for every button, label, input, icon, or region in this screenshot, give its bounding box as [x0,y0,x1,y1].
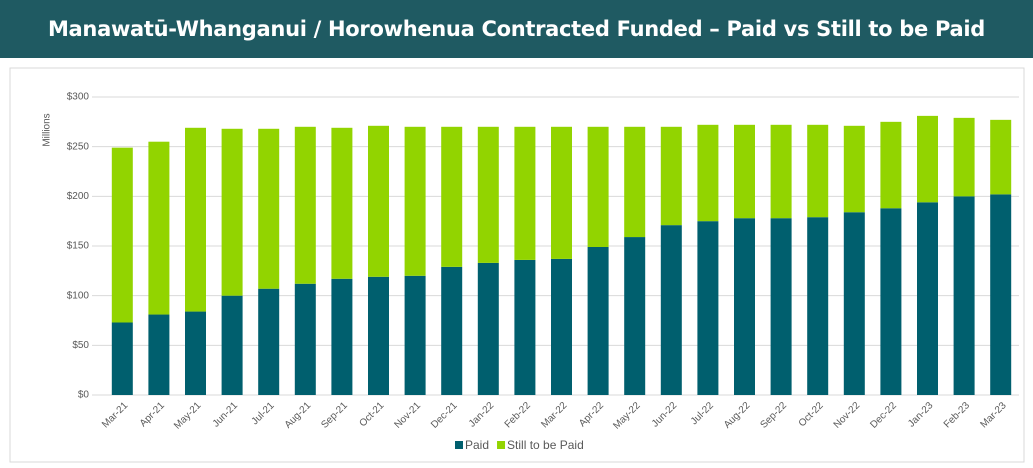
y-tick-label: $200 [67,191,90,202]
bar-segment [221,295,243,395]
header: Manawatū-Whanganui / Horowhenua Contract… [0,0,1033,58]
x-tick-label: May-22 [611,400,643,432]
x-tick-label: Nov-22 [832,400,863,431]
bar-segment [294,126,316,284]
bar-segment [551,126,572,259]
bar-segment [917,115,938,203]
bar-segment [697,221,719,395]
x-tick-label: Mar-23 [979,400,1009,430]
bar-segment [917,202,938,395]
x-tick-label: Mar-21 [100,400,130,430]
bar-segment [185,127,206,312]
bar-segment [111,322,133,395]
bar-segment [880,208,902,395]
legend-swatch [497,441,506,449]
y-axis-label: Millions [42,113,53,146]
x-tick-label: Dec-21 [429,400,460,431]
x-tick-label: Jul-22 [689,400,716,427]
x-tick-label: Feb-22 [503,400,533,430]
bar-segment [258,128,280,289]
bar-segment [770,124,792,219]
bar-segment [221,128,243,296]
bar-segment [697,124,719,222]
chart-border [9,67,1025,463]
x-tick-label: Aug-22 [722,400,753,431]
bar-segment [368,276,389,395]
bar-segment [990,194,1012,395]
bar-segment [734,218,755,395]
bar-segment [258,288,280,395]
bar-segment [587,126,609,247]
bar-segment [148,314,170,395]
y-tick-label: $300 [67,92,90,103]
x-tick-label: Sep-22 [759,400,790,431]
bar-segment [404,126,426,276]
bar-segment [185,311,206,395]
x-tick-label: Oct-22 [797,400,826,429]
bar-segment [953,117,975,197]
bar-segment [477,126,499,263]
chart-title: Manawatū-Whanganui / Horowhenua Contract… [47,17,986,41]
bar-segment [624,126,646,238]
bar-segment [514,259,536,395]
x-tick-label: Mar-22 [539,400,569,430]
x-tick-label: Jan-23 [906,400,936,430]
x-tick-label: Jul-21 [250,400,277,427]
bar-segment [807,217,829,395]
x-tick-label: Oct-21 [357,400,386,429]
bar-segment [514,126,536,260]
y-tick-label: $250 [67,141,90,152]
bar-segment [368,125,389,277]
bar-segment [953,196,975,395]
bar-segment [441,266,463,395]
bar-segment [843,125,865,213]
bar-segment [477,262,499,395]
y-tick-label: $100 [67,290,90,301]
bar-segment [660,126,682,226]
bar-segment [807,124,829,218]
y-tick-label: $50 [72,340,89,351]
x-tick-label: Aug-21 [283,400,314,431]
bar-segment [624,237,646,395]
legend-label: Still to be Paid [507,438,584,452]
x-tick-label: Jun-22 [650,400,680,430]
x-tick-label: Feb-23 [942,400,972,430]
x-tick-label: Nov-21 [393,400,424,431]
y-tick-label: $150 [67,241,90,252]
bar-segment [843,212,865,395]
x-tick-label: Jun-21 [211,400,241,430]
bar-segment [587,246,609,395]
legend-swatch [455,441,463,449]
x-tick-label: Sep-21 [319,400,350,431]
bar-segment [880,121,902,209]
x-tick-label: May-21 [172,400,204,432]
bar-segment [990,119,1012,195]
x-tick-label: Jan-22 [467,400,497,430]
bar-segment [734,124,755,219]
legend-label: Paid [465,438,489,452]
bar-segment [660,225,682,395]
y-tick-label: $0 [78,390,90,401]
bar-segment [331,278,353,395]
bar-segment [404,275,426,395]
bar-segment [441,126,463,267]
bar-segment [148,141,170,315]
x-tick-label: Apr-21 [138,400,167,429]
bar-segment [331,127,353,279]
bar-segment [551,258,572,395]
bar-segment [111,147,133,323]
bar-segment [770,218,792,395]
x-tick-label: Dec-22 [868,400,899,431]
bar-segment [294,283,316,395]
x-tick-label: Apr-22 [577,400,606,429]
